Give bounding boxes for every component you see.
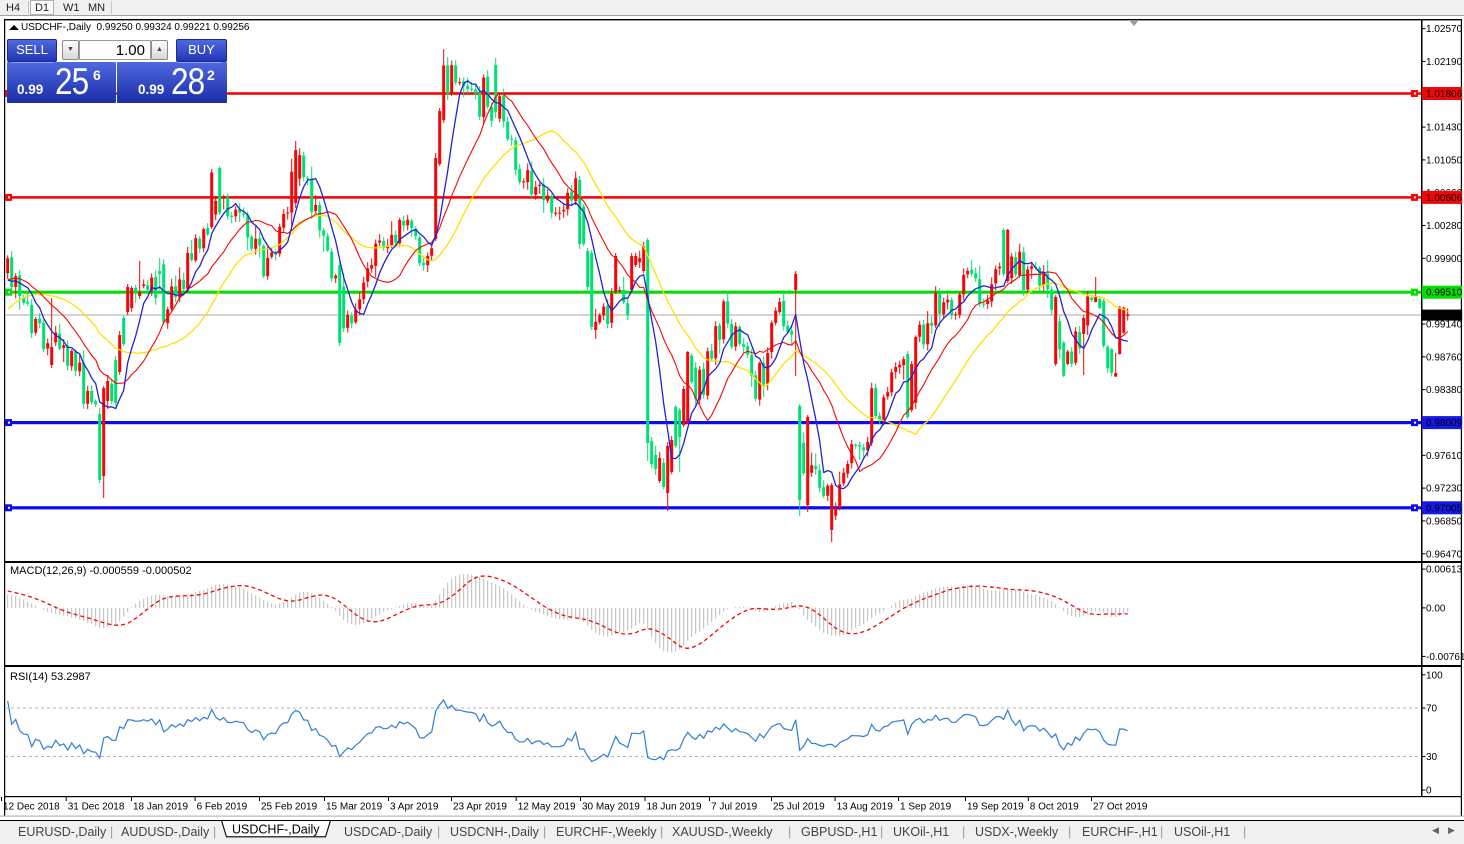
svg-text:0.97230: 0.97230: [1426, 484, 1463, 495]
svg-text:15 Mar 2019: 15 Mar 2019: [326, 802, 383, 813]
svg-text:-0.007612: -0.007612: [1426, 652, 1464, 663]
svg-text:25 Jul 2019: 25 Jul 2019: [773, 802, 825, 813]
svg-text:18 Jun 2019: 18 Jun 2019: [647, 802, 702, 813]
svg-text:MACD(12,26,9) -0.000559 -0.000: MACD(12,26,9) -0.000559 -0.000502: [10, 565, 192, 577]
svg-text:0.99140: 0.99140: [1426, 320, 1463, 331]
svg-text:27 Oct 2019: 27 Oct 2019: [1093, 802, 1148, 813]
svg-text:3 Apr 2019: 3 Apr 2019: [390, 802, 439, 813]
svg-text:70: 70: [1426, 704, 1438, 715]
svg-text:1.02570: 1.02570: [1426, 24, 1463, 35]
svg-text:0.98009: 0.98009: [1426, 418, 1463, 429]
svg-text:0.98760: 0.98760: [1426, 352, 1463, 363]
svg-text:0.99510: 0.99510: [1426, 288, 1463, 299]
svg-text:12 Dec 2018: 12 Dec 2018: [3, 802, 60, 813]
svg-text:12 May 2019: 12 May 2019: [518, 802, 576, 813]
svg-text:18 Jan 2019: 18 Jan 2019: [133, 802, 188, 813]
svg-text:1.01430: 1.01430: [1426, 123, 1463, 134]
svg-text:25 Feb 2019: 25 Feb 2019: [261, 802, 318, 813]
svg-text:0: 0: [1426, 786, 1432, 797]
svg-text:19 Sep 2019: 19 Sep 2019: [967, 802, 1024, 813]
svg-text:8 Oct 2019: 8 Oct 2019: [1030, 802, 1079, 813]
svg-text:RSI(14) 53.2987: RSI(14) 53.2987: [10, 671, 91, 683]
svg-text:30 May 2019: 30 May 2019: [582, 802, 640, 813]
svg-text:31 Dec 2018: 31 Dec 2018: [68, 802, 125, 813]
svg-text:6 Feb 2019: 6 Feb 2019: [197, 802, 248, 813]
svg-text:1.02190: 1.02190: [1426, 57, 1463, 68]
svg-text:1.01050: 1.01050: [1426, 155, 1463, 166]
svg-text:1.00280: 1.00280: [1426, 221, 1463, 232]
svg-text:100: 100: [1426, 670, 1443, 681]
svg-text:0.96850: 0.96850: [1426, 516, 1463, 527]
svg-text:USDCHF-,Daily: USDCHF-,Daily: [232, 823, 320, 837]
svg-text:1.01806: 1.01806: [1426, 89, 1463, 100]
svg-text:0.97610: 0.97610: [1426, 451, 1463, 462]
svg-text:7 Jul 2019: 7 Jul 2019: [711, 802, 758, 813]
svg-text:30: 30: [1426, 752, 1438, 763]
svg-text:0.00: 0.00: [1426, 603, 1446, 614]
svg-text:23 Apr 2019: 23 Apr 2019: [453, 802, 507, 813]
svg-text:1 Sep 2019: 1 Sep 2019: [900, 802, 952, 813]
svg-text:0.99900: 0.99900: [1426, 254, 1463, 265]
svg-text:0.00613: 0.00613: [1426, 565, 1463, 576]
svg-text:0.97005: 0.97005: [1426, 503, 1463, 514]
svg-text:13 Aug 2019: 13 Aug 2019: [837, 802, 894, 813]
svg-text:0.99256: 0.99256: [1426, 311, 1463, 322]
svg-text:1.00606: 1.00606: [1426, 193, 1463, 204]
svg-text:0.98380: 0.98380: [1426, 385, 1463, 396]
svg-text:0.96470: 0.96470: [1426, 549, 1463, 560]
